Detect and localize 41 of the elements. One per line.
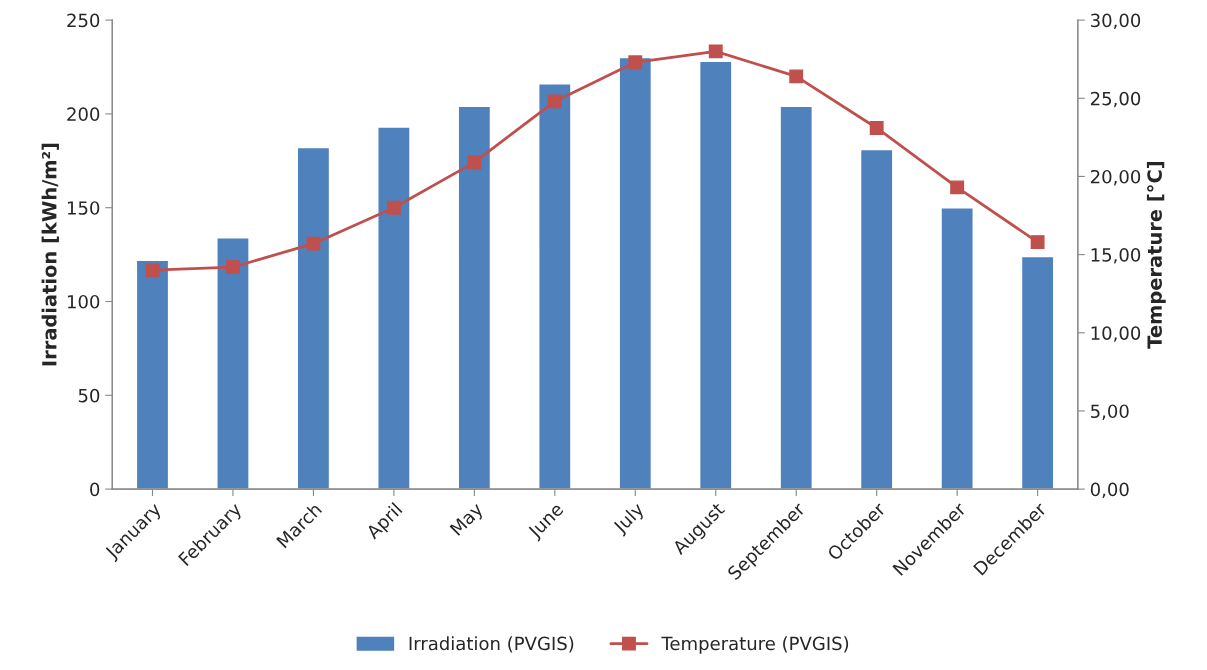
point bbox=[1030, 235, 1045, 250]
bar bbox=[618, 56, 653, 490]
point bbox=[145, 263, 160, 278]
bar bbox=[377, 126, 411, 490]
bar bbox=[1020, 255, 1055, 490]
y2-tick-label: 20,00 bbox=[1090, 169, 1141, 186]
y2-tick-label: 15,00 bbox=[1091, 248, 1141, 264]
point bbox=[869, 121, 884, 135]
y2-tick-label: 0,00 bbox=[1090, 482, 1129, 499]
y2-tick-label: 10,00 bbox=[1091, 326, 1141, 342]
y-tick-label: 250 bbox=[67, 13, 100, 28]
legend-label: Irradiation (PVGIS) bbox=[409, 636, 574, 653]
point bbox=[950, 180, 965, 195]
y2-axis-title: Temperature [°C] bbox=[1146, 162, 1166, 349]
point bbox=[386, 200, 401, 215]
bar bbox=[698, 60, 733, 490]
y-axis-title: Irradiation [kWh/m²] bbox=[41, 143, 59, 366]
bar bbox=[538, 83, 572, 490]
y-tick-label: 50 bbox=[78, 388, 100, 403]
point bbox=[708, 44, 723, 59]
bar bbox=[859, 148, 894, 490]
point bbox=[628, 55, 643, 70]
bar bbox=[216, 237, 250, 490]
bar bbox=[940, 207, 974, 490]
point bbox=[789, 69, 804, 84]
point bbox=[306, 236, 321, 251]
y2-tick-label: 25,00 bbox=[1090, 91, 1141, 108]
point bbox=[226, 260, 240, 275]
y-tick-label: 150 bbox=[67, 201, 100, 215]
y2-tick-label: 5,00 bbox=[1091, 404, 1129, 420]
bar bbox=[457, 105, 492, 490]
point bbox=[547, 94, 562, 109]
bar bbox=[779, 105, 814, 490]
point bbox=[467, 155, 482, 170]
legend-label: Temperature (PVGIS) bbox=[661, 636, 849, 654]
y-tick-label: 100 bbox=[67, 294, 100, 309]
bar bbox=[296, 146, 331, 490]
y-tick-label: 0 bbox=[90, 482, 100, 497]
bar bbox=[135, 259, 170, 490]
y-tick-label: 200 bbox=[67, 107, 100, 122]
y2-tick-label: 30,00 bbox=[1091, 13, 1141, 30]
